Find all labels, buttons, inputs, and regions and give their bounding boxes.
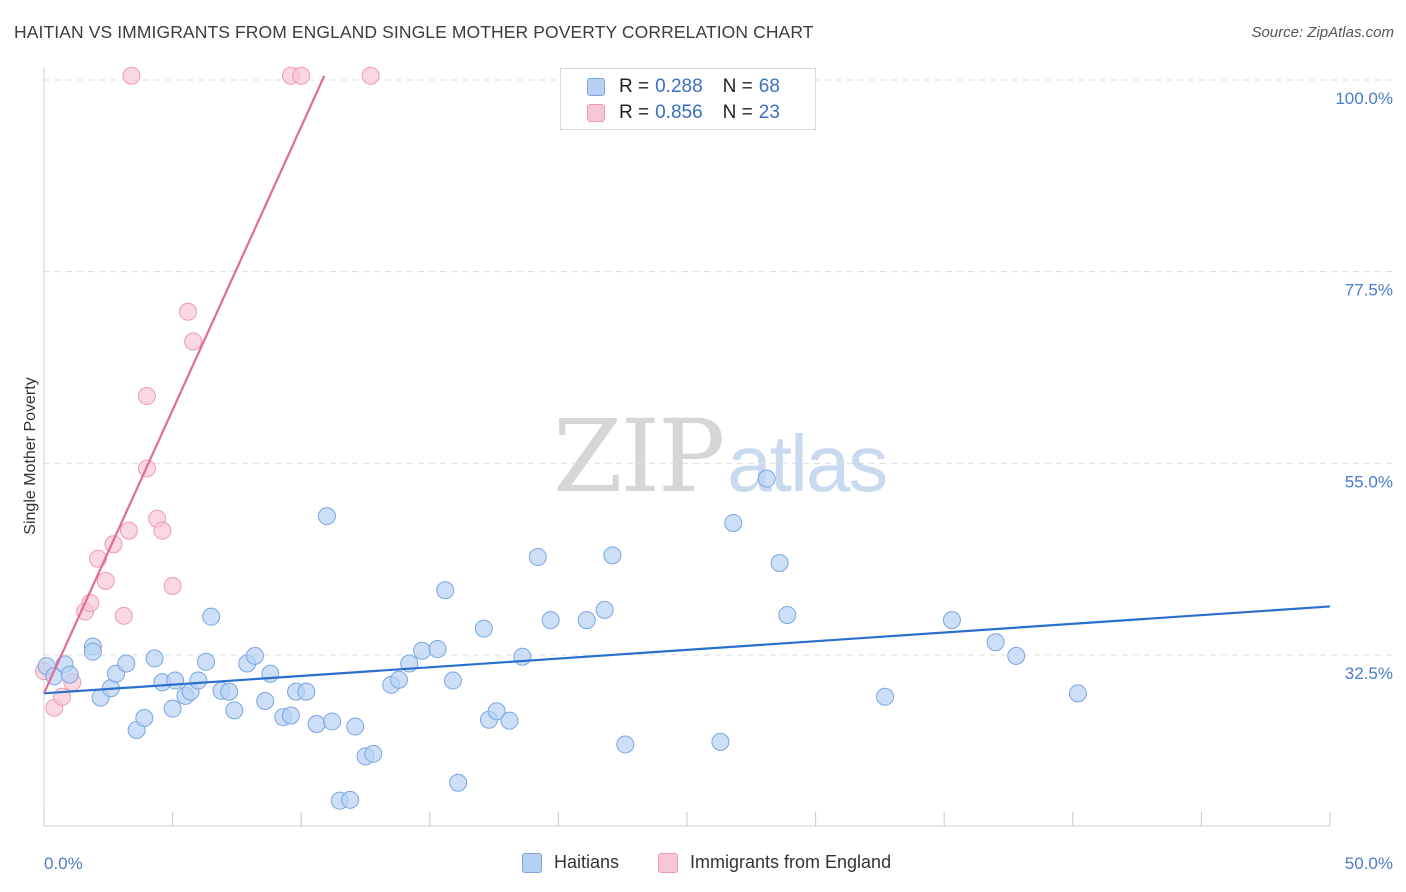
haitians-point (528, 548, 547, 567)
haitians-point (711, 732, 730, 751)
series-legend-haitians: Haitians (522, 852, 619, 873)
haitians-point (449, 773, 468, 792)
haitians-points (37, 469, 1087, 810)
haitians-point (541, 611, 560, 630)
haitians-point (513, 647, 532, 666)
haitians-point (770, 554, 789, 572)
series-label-haitians: Haitians (554, 852, 620, 872)
england-point (96, 571, 115, 590)
haitians-point (595, 600, 614, 619)
england-point (361, 66, 380, 85)
haitians-point (436, 581, 455, 600)
haitians-point (443, 671, 462, 690)
haitians-point (724, 513, 743, 532)
series-legend-england: Immigrants from England (658, 852, 891, 873)
haitians-point (281, 706, 300, 725)
haitians-point (942, 611, 961, 630)
y-axis-label: Single Mother Poverty (22, 377, 39, 534)
england-point (137, 387, 156, 406)
legend-r-label: R = (619, 76, 650, 97)
haitians-point (1007, 646, 1026, 665)
haitians-point (135, 709, 154, 728)
series-swatch-haitians (522, 852, 542, 873)
england-point (122, 66, 141, 85)
england-point (114, 606, 133, 625)
haitians-point (616, 735, 635, 754)
haitians-point (245, 646, 264, 665)
england-point (179, 302, 198, 321)
x-tick-label: 0.0% (44, 854, 83, 873)
haitians-point (778, 605, 797, 624)
haitians-point (220, 682, 239, 701)
legend-n-label: N = (722, 76, 753, 97)
trend-lines (42, 75, 1331, 695)
haitians-point (757, 469, 776, 488)
haitians-point (876, 687, 895, 706)
haitians-point (346, 717, 365, 736)
haitians-point (577, 611, 596, 630)
haitians-point (389, 670, 408, 689)
haitians-point (261, 664, 280, 683)
haitians-point (500, 711, 519, 730)
haitians-point (317, 507, 336, 526)
england-trend-line (42, 75, 326, 694)
haitians-point (197, 652, 216, 671)
haitians-point (225, 701, 244, 720)
series-label-england: Immigrants from England (690, 852, 892, 872)
england-point (119, 521, 138, 540)
england-point (292, 66, 311, 85)
haitians-point (487, 702, 506, 721)
haitians-point (413, 641, 432, 660)
legend-r-label: R = (619, 102, 650, 123)
series-legend: Haitians Immigrants from England (0, 852, 1406, 878)
haitians-point (166, 671, 185, 690)
haitians-point (428, 640, 447, 659)
haitians-point (1068, 684, 1087, 703)
haitians-point (307, 715, 326, 733)
haitians-point (163, 699, 182, 718)
legend-r-value: 0.288 (655, 76, 703, 97)
haitians-point (297, 682, 316, 701)
stats-legend: R = 0.288 N = 68 R = 0.856 N = 23 (560, 68, 816, 130)
haitians-point (341, 790, 360, 809)
haitians-point (145, 649, 164, 668)
axes (43, 68, 1331, 827)
england-point (184, 332, 203, 351)
grid-lines (44, 79, 1392, 656)
y-tick-label: 55.0% (1345, 472, 1393, 491)
legend-r-value: 0.856 (655, 102, 703, 123)
haitians-point (603, 546, 622, 565)
england-points (35, 66, 380, 717)
y-tick-label: 77.5% (1345, 281, 1393, 300)
haitians-point (323, 712, 342, 731)
haitians-point (986, 633, 1005, 652)
england-point (163, 577, 182, 595)
haitians-point (117, 654, 136, 673)
y-tick-label: 100.0% (1335, 89, 1393, 108)
legend-row-haitians: R = 0.288 N = 68 (587, 74, 780, 100)
haitians-point (83, 642, 102, 661)
legend-n-value: 68 (758, 76, 780, 97)
haitians-point (256, 692, 275, 710)
haitians-point (60, 665, 79, 684)
source-label: Source: ZipAtlas.com (1251, 24, 1394, 41)
haitians-point (202, 607, 221, 626)
legend-row-england: R = 0.856 N = 23 (587, 100, 780, 126)
chart-title: HAITIAN VS IMMIGRANTS FROM ENGLAND SINGL… (14, 22, 814, 42)
legend-n-label: N = (722, 102, 753, 123)
haitians-point (364, 744, 383, 763)
haitians-point (189, 671, 208, 690)
legend-swatch-england (587, 104, 605, 122)
tick-labels: 32.5% 55.0% 77.5% 100.0% 0.0% 50.0% (44, 89, 1393, 873)
watermark-zip: ZIP (553, 398, 725, 515)
x-tick-label: 50.0% (1345, 854, 1393, 873)
legend-n-value: 23 (758, 102, 780, 123)
haitians-point (474, 619, 493, 638)
haitians-trend-line (43, 605, 1331, 695)
series-swatch-england (658, 852, 678, 873)
y-tick-label: 32.5% (1345, 664, 1393, 683)
legend-swatch-haitians (587, 78, 605, 96)
england-point (153, 521, 172, 540)
